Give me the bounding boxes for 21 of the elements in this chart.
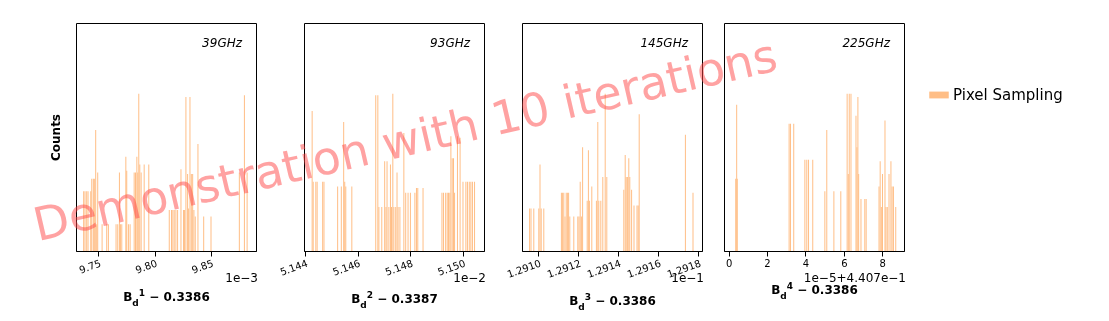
x-tick-label: 5.148 xyxy=(383,257,415,278)
legend-label: Pixel Sampling xyxy=(953,86,1063,104)
x-tick-label: 0 xyxy=(725,257,733,269)
x-tick-label: 5.146 xyxy=(331,257,362,278)
text: 145GHz xyxy=(640,36,689,50)
x-tick-label: 9.75 xyxy=(77,257,103,276)
x-tick-label: 9.85 xyxy=(190,257,215,276)
x-tick-label: 4 xyxy=(802,257,810,269)
text: 1e−3 xyxy=(225,271,258,285)
x-tick-label: 2 xyxy=(764,257,771,269)
x-tick-label: 8 xyxy=(879,257,886,269)
text: 1e−5+4.407e−1 xyxy=(803,271,906,285)
text: 93GHz xyxy=(430,36,471,50)
x-axis-title: B$_{d}$$^{2}$ − 0.3387 xyxy=(351,289,438,310)
x-tick-label: 9.80 xyxy=(133,257,159,276)
x-axis-title: B$_{d}$$^{3}$ − 0.3386 xyxy=(569,291,656,312)
text: 225GHz xyxy=(842,36,891,50)
text: 39GHz xyxy=(202,36,243,50)
x-tick-label: 5.144 xyxy=(278,257,310,278)
x-axis-title: B$_{d}$$^{1}$ − 0.3386 xyxy=(123,287,210,308)
x-tick-label: 6 xyxy=(841,257,848,269)
